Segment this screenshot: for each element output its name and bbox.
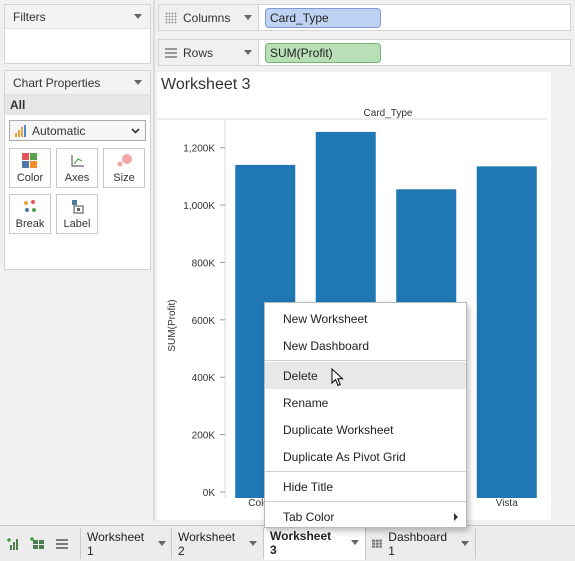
new-worksheet-icon[interactable] (6, 536, 22, 552)
menu-item-delete-label: Delete (283, 368, 318, 383)
columns-menu-icon[interactable] (244, 15, 252, 20)
tab-worksheet-3-menu-icon[interactable] (351, 540, 359, 545)
menu-item-delete[interactable]: Delete (265, 362, 466, 389)
menu-item-duplicate-worksheet-label: Duplicate Worksheet (283, 422, 394, 437)
tab-worksheet-2[interactable]: Worksheet 2 (172, 528, 264, 559)
menu-item-hide-title-label: Hide Title (283, 479, 334, 494)
menu-separator (265, 471, 466, 472)
bar (476, 166, 537, 498)
filters-title: Filters (13, 9, 46, 24)
tab-bar-tools (0, 536, 80, 552)
tab-bar: Worksheet 1 Worksheet 2 Worksheet 3 Dash… (0, 525, 575, 561)
axes-button[interactable]: Axes (56, 148, 98, 188)
tab-dashboard-1-label: Dashboard 1 (388, 529, 447, 558)
size-button[interactable]: Size (103, 148, 145, 188)
columns-drop-area[interactable]: Card_Type (259, 5, 570, 30)
menu-item-duplicate-as-pivot-grid-label: Duplicate As Pivot Grid (283, 449, 406, 464)
menu-item-new-worksheet-label: New Worksheet (283, 311, 368, 326)
rows-shelf-label-area[interactable]: Rows (159, 40, 259, 65)
mark-type-select[interactable]: Automatic (9, 120, 146, 141)
tab-dashboard-1[interactable]: Dashboard 1 (366, 528, 476, 559)
rows-drop-area[interactable]: SUM(Profit) (259, 40, 570, 65)
axes-label: Axes (64, 172, 90, 184)
menu-item-hide-title[interactable]: Hide Title (265, 473, 466, 500)
columns-label: Columns (183, 10, 231, 25)
y-axis-label: SUM(Profit) (167, 299, 178, 351)
all-label-row[interactable]: All (5, 95, 150, 115)
filters-header[interactable]: Filters (5, 5, 150, 29)
label-label: Label (63, 218, 91, 230)
tab-worksheet-1-menu-icon[interactable] (158, 541, 167, 546)
chevron-down-icon (131, 127, 140, 134)
y-tick-label: 1,200K (183, 144, 215, 155)
new-dashboard-icon[interactable] (30, 536, 46, 552)
columns-shelf: Columns Card_Type (158, 4, 571, 31)
tab-worksheet-3[interactable]: Worksheet 3 (264, 525, 366, 560)
bar-chart-icon (15, 124, 26, 137)
all-label: All (10, 98, 26, 112)
y-tick-label: 200K (192, 431, 216, 442)
columns-shelf-label-area[interactable]: Columns (159, 5, 259, 30)
y-tick-label: 800K (192, 258, 216, 269)
rows-shelf: Rows SUM(Profit) (158, 39, 571, 66)
menu-separator (265, 360, 466, 361)
menu-item-new-worksheet[interactable]: New Worksheet (265, 305, 466, 332)
tab-worksheet-1[interactable]: Worksheet 1 (80, 528, 172, 559)
sum-profit-pill[interactable]: SUM(Profit) (265, 42, 381, 63)
y-tick-label: 400K (192, 373, 216, 384)
menu-item-tab-color-label: Tab Color (283, 509, 335, 524)
columns-grip-icon (165, 11, 177, 24)
y-tick-label: 600K (192, 316, 216, 327)
tab-context-menu: New Worksheet New Dashboard Delete Renam… (264, 302, 467, 528)
submenu-arrow-icon (454, 513, 458, 521)
tab-worksheet-3-label: Worksheet 3 (270, 528, 332, 557)
y-tick-label: 0K (203, 488, 216, 499)
break-button[interactable]: Break (9, 194, 51, 234)
menu-separator (265, 501, 466, 502)
rows-grip-icon (165, 47, 177, 58)
menu-item-duplicate-worksheet[interactable]: Duplicate Worksheet (265, 416, 466, 443)
left-pane-divider[interactable] (153, 0, 155, 521)
menu-item-rename-label: Rename (283, 395, 329, 410)
x-category-label: Vista (496, 498, 518, 509)
filters-panel: Filters (4, 4, 151, 64)
chart-properties-menu-icon[interactable] (134, 80, 142, 85)
menu-item-tab-color[interactable]: Tab Color (265, 503, 466, 530)
rows-menu-icon[interactable] (244, 50, 252, 55)
tab-worksheet-1-label: Worksheet 1 (87, 529, 145, 558)
show-sheet-sorter-icon[interactable] (54, 536, 70, 552)
mark-type-value: Automatic (32, 123, 86, 138)
x-axis-header-label: Card_Type (364, 108, 413, 119)
break-icon (22, 195, 38, 218)
label-button[interactable]: Label (56, 194, 98, 234)
dashboard-icon (372, 539, 383, 548)
tab-worksheet-2-label: Worksheet 2 (178, 529, 236, 558)
chart-properties-header[interactable]: Chart Properties (5, 71, 150, 95)
color-button[interactable]: Color (9, 148, 51, 188)
axes-icon (69, 149, 85, 172)
label-icon (69, 195, 85, 218)
tab-dashboard-1-menu-icon[interactable] (461, 541, 469, 546)
color-label: Color (16, 172, 44, 184)
menu-item-duplicate-as-pivot-grid[interactable]: Duplicate As Pivot Grid (265, 443, 466, 470)
y-tick-label: 1,000K (183, 201, 215, 212)
menu-item-new-dashboard-label: New Dashboard (283, 338, 370, 353)
tab-worksheet-2-menu-icon[interactable] (249, 541, 258, 546)
menu-item-rename[interactable]: Rename (265, 389, 466, 416)
worksheet-title[interactable]: Worksheet 3 (161, 76, 251, 93)
filters-menu-icon[interactable] (134, 14, 142, 19)
rows-label: Rows (183, 45, 214, 60)
color-icon (22, 149, 38, 172)
card-type-pill[interactable]: Card_Type (265, 7, 381, 28)
mouse-cursor-icon (331, 368, 344, 387)
menu-item-new-dashboard[interactable]: New Dashboard (265, 332, 466, 359)
size-icon (115, 149, 133, 172)
size-label: Size (113, 172, 135, 184)
chart-properties-panel: Chart Properties All Automatic Color Axe… (4, 70, 151, 270)
chart-properties-title: Chart Properties (13, 75, 101, 90)
break-label: Break (15, 218, 45, 230)
